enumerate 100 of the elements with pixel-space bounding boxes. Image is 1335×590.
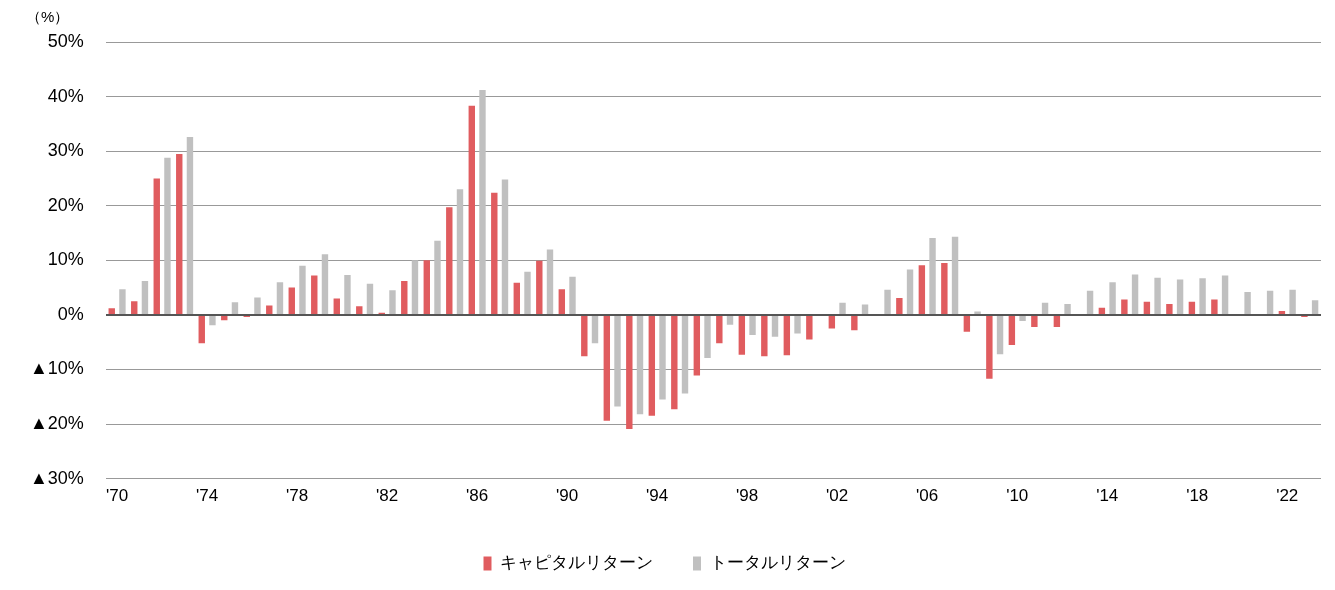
bar xyxy=(1109,282,1116,314)
x-tick-label: '82 xyxy=(376,486,399,506)
bar xyxy=(704,315,711,358)
bar xyxy=(446,207,453,314)
bar xyxy=(906,269,914,314)
bar xyxy=(716,315,723,344)
legend-label: トータルリターン xyxy=(709,553,846,573)
bar xyxy=(1008,315,1016,345)
bar xyxy=(806,315,813,340)
bar xyxy=(164,157,171,314)
bar xyxy=(693,315,701,376)
x-tick-label: '06 xyxy=(916,486,939,506)
bar xyxy=(929,237,936,314)
bar xyxy=(209,315,216,326)
bar xyxy=(963,315,971,332)
y-tick-label: 20% xyxy=(47,194,84,215)
x-tick-label: '10 xyxy=(1006,486,1029,506)
x-tick-label: '22 xyxy=(1276,486,1299,506)
bar xyxy=(569,276,576,314)
bar xyxy=(659,315,666,400)
bar xyxy=(389,290,396,314)
bar xyxy=(1031,315,1038,327)
bar xyxy=(896,297,903,314)
bar xyxy=(468,105,475,314)
bar xyxy=(1278,311,1286,314)
bar xyxy=(1289,289,1296,314)
bar xyxy=(299,265,306,314)
bar xyxy=(614,315,621,407)
bar xyxy=(1064,303,1071,314)
bar xyxy=(1221,275,1229,314)
bar xyxy=(524,271,531,314)
bar xyxy=(434,240,441,314)
bar xyxy=(153,178,160,314)
bar xyxy=(1166,303,1173,314)
legend-label: キャピタルリターン xyxy=(500,553,653,573)
x-tick-label: '70 xyxy=(106,486,129,506)
bar xyxy=(1041,302,1049,314)
bar xyxy=(198,315,205,344)
bar xyxy=(491,192,498,314)
x-tick-label: '98 xyxy=(736,486,759,506)
bar xyxy=(581,315,588,357)
bar xyxy=(1019,315,1026,321)
bar xyxy=(411,260,419,314)
bar xyxy=(131,301,138,314)
x-tick-label: '78 xyxy=(286,486,309,506)
x-tick-label: '02 xyxy=(826,486,849,506)
bar xyxy=(726,315,734,325)
bar xyxy=(456,189,464,314)
bar xyxy=(546,249,554,314)
bar xyxy=(1311,300,1319,314)
bar xyxy=(108,308,115,314)
bar xyxy=(1143,301,1151,314)
bar xyxy=(851,315,858,331)
bar xyxy=(1154,277,1161,314)
bar xyxy=(1211,299,1218,314)
y-tick-label: ▲30% xyxy=(30,467,84,488)
bar xyxy=(671,315,678,410)
x-tick-label: '94 xyxy=(646,486,669,506)
bar xyxy=(176,153,183,314)
bar xyxy=(1266,290,1274,314)
bar xyxy=(119,289,126,314)
bar xyxy=(626,315,633,429)
bar xyxy=(1199,278,1206,314)
bar xyxy=(839,302,846,314)
bar xyxy=(771,315,779,337)
bar xyxy=(1244,291,1251,314)
bar xyxy=(794,315,801,334)
bar xyxy=(591,315,599,344)
y-tick-label: 50% xyxy=(47,30,84,51)
bar xyxy=(951,236,959,314)
bar xyxy=(266,305,273,314)
bar xyxy=(1176,279,1184,314)
bar xyxy=(828,315,836,329)
bar xyxy=(333,298,340,314)
bar xyxy=(648,315,656,416)
bar xyxy=(749,315,756,336)
bar xyxy=(231,302,239,314)
bar xyxy=(603,315,611,421)
bar xyxy=(738,315,746,355)
bar xyxy=(479,90,486,314)
y-tick-label: 0% xyxy=(57,303,84,324)
bar xyxy=(1098,307,1106,314)
bar xyxy=(783,315,791,356)
bar xyxy=(186,136,194,314)
bar xyxy=(636,315,644,415)
bar xyxy=(141,281,149,314)
x-tick-label: '86 xyxy=(466,486,489,506)
y-tick-label: 40% xyxy=(47,85,84,106)
bar xyxy=(288,287,295,314)
bar xyxy=(401,281,408,314)
y-tick-label: ▲10% xyxy=(30,358,84,379)
x-tick-label: '14 xyxy=(1096,486,1119,506)
bar xyxy=(1121,299,1128,314)
bar xyxy=(254,297,261,314)
bar xyxy=(1053,315,1061,327)
bar xyxy=(558,289,566,314)
bar xyxy=(1188,301,1196,314)
bar xyxy=(974,311,981,314)
x-tick-label: '90 xyxy=(556,486,579,506)
bar xyxy=(321,254,329,314)
